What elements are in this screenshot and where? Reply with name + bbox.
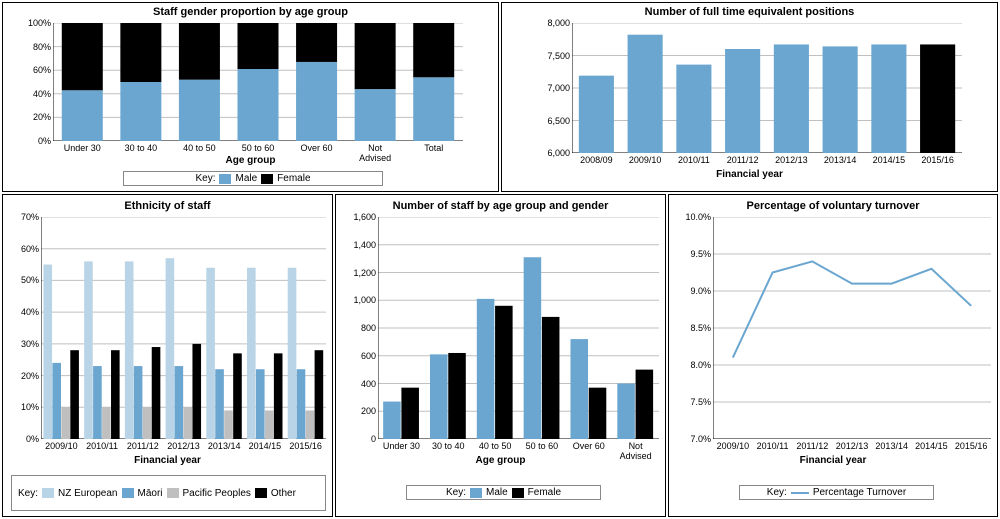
dashboard: { "colors": { "male": "#6aa6cf", "female…: [0, 0, 1000, 519]
pacific-swatch: [167, 488, 179, 498]
legend-prefix: Key:: [195, 173, 215, 184]
turnover-line-swatch: [791, 492, 809, 494]
legend-nz: NZ European: [58, 488, 117, 499]
legend-maori: Māori: [138, 488, 163, 499]
chart-title: Number of full time equivalent positions: [502, 6, 997, 18]
legend-other: Other: [271, 488, 296, 499]
x-axis-label: Age group: [3, 155, 498, 166]
panel-ethnicity: Ethnicity of staff 0%10%20%30%40%50%60%7…: [2, 194, 333, 517]
legend: Key: NZ European Māori Pacific Peoples O…: [11, 475, 326, 511]
other-swatch: [255, 488, 267, 498]
chart-title: Staff gender proportion by age group: [3, 6, 498, 18]
legend-prefix: Key:: [18, 488, 38, 499]
female-swatch: [261, 174, 273, 184]
legend-turnover: Percentage Turnover: [813, 487, 906, 498]
turnover-line-chart: [713, 217, 991, 439]
male-swatch: [470, 488, 482, 498]
x-axis-label: Financial year: [3, 455, 332, 466]
panel-turnover: Percentage of voluntary turnover 7.0%7.5…: [668, 194, 998, 517]
chart-title: Number of staff by age group and gender: [336, 200, 665, 212]
legend-female: Female: [528, 487, 561, 498]
x-axis-label: Age group: [336, 455, 665, 466]
legend-female: Female: [277, 173, 310, 184]
panel-age-gender: Number of staff by age group and gender …: [335, 194, 666, 517]
maori-swatch: [122, 488, 134, 498]
legend: Key: Percentage Turnover: [739, 485, 934, 500]
legend-pacific: Pacific Peoples: [183, 488, 251, 499]
x-axis-label: Financial year: [669, 455, 997, 466]
fte-bar-chart: [572, 23, 962, 153]
panel-gender-proportion: Staff gender proportion by age group 0%2…: [2, 2, 499, 192]
panel-fte: Number of full time equivalent positions…: [501, 2, 998, 192]
female-swatch: [512, 488, 524, 498]
legend: Key: Male Female: [123, 171, 383, 186]
x-axis-label: Financial year: [502, 169, 997, 180]
legend-prefix: Key:: [446, 487, 466, 498]
ethnicity-bar-chart: [41, 217, 326, 439]
legend-male: Male: [235, 173, 257, 184]
age-gender-bar-chart: [378, 217, 659, 439]
legend-male: Male: [486, 487, 508, 498]
nz-european-swatch: [42, 488, 54, 498]
male-swatch: [219, 174, 231, 184]
chart-title: Percentage of voluntary turnover: [669, 200, 997, 212]
legend-prefix: Key:: [767, 487, 787, 498]
legend: Key: Male Female: [406, 485, 601, 500]
stacked-bar-chart: [53, 23, 463, 141]
chart-title: Ethnicity of staff: [3, 200, 332, 212]
